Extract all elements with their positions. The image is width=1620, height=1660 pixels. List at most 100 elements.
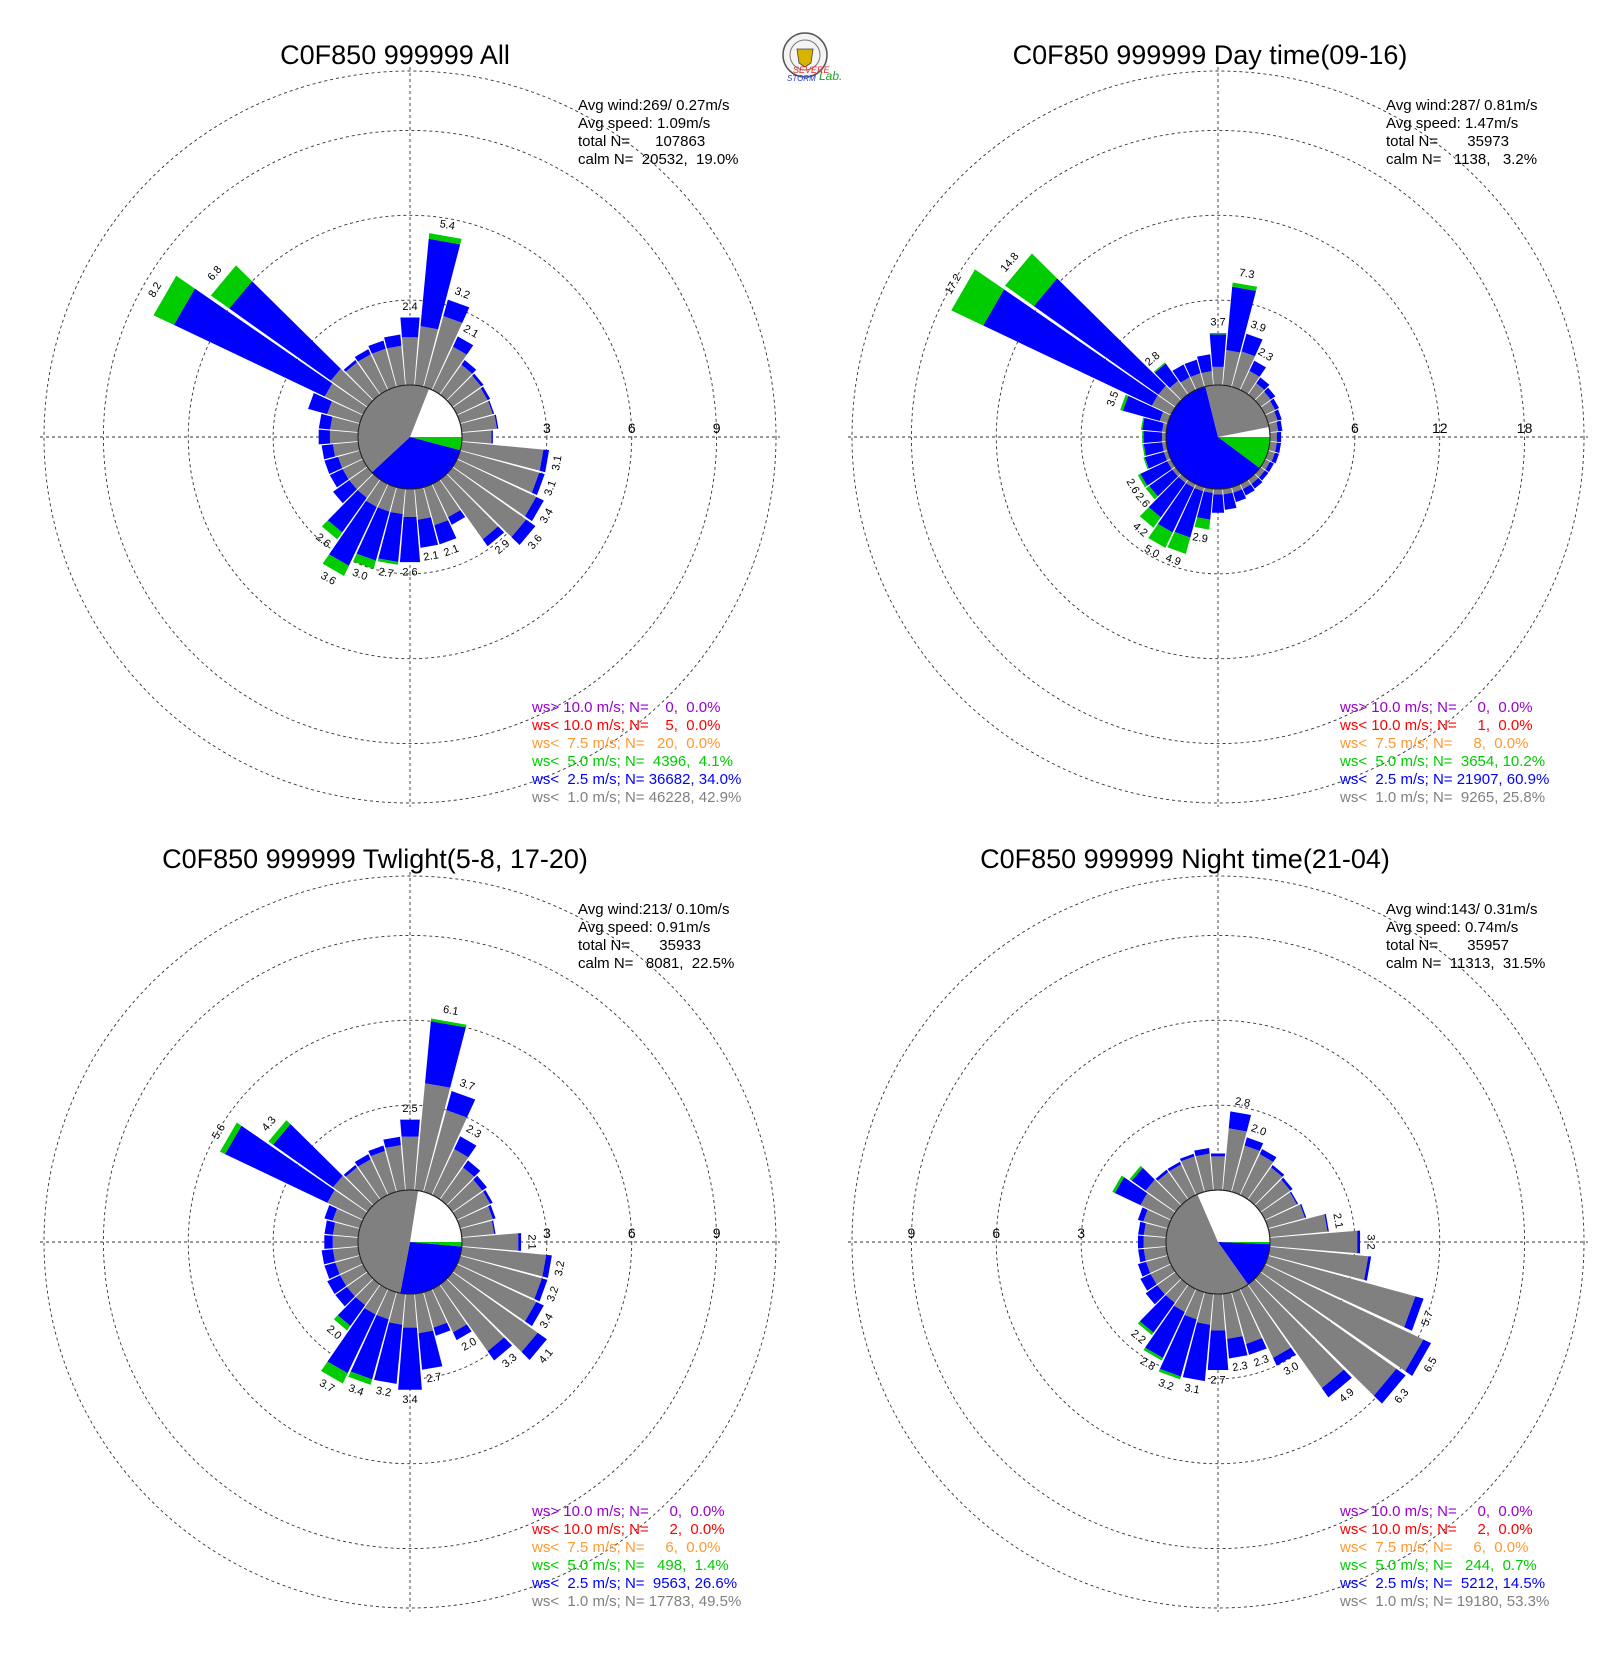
bar-value-label: 3.6: [526, 533, 545, 552]
wind-bar-blue-segment: [1281, 1177, 1293, 1191]
wind-bar-blue-segment: [335, 1286, 355, 1307]
bar-value-label: 6.5: [1422, 1355, 1440, 1374]
wind-bar-blue-segment: [542, 1254, 552, 1278]
wind-bar-blue-segment: [1137, 1207, 1148, 1222]
wind-bar-blue-segment: [1144, 451, 1167, 469]
wind-bar-gray-segment: [327, 1189, 368, 1220]
wind-bar-blue-segment: [1249, 360, 1266, 377]
wind-bar-blue-segment: [1145, 1305, 1185, 1358]
wind-bar-gray-segment: [1260, 401, 1276, 415]
wind-rose-panel: 3 6 9 2.8 2.0 2.1 3.2 5.7 6.5 6.3 4.9 3.0 2.32.3 2.7 3…: [848, 844, 1588, 1612]
bar-value-label: 3.3: [500, 1351, 519, 1370]
wind-bar-gray-segment: [1260, 1192, 1297, 1220]
wind-bar-blue-segment: [488, 1205, 496, 1220]
wind-bar-blue-segment: [487, 1337, 513, 1361]
wind-bar-blue-segment: [463, 1160, 481, 1177]
radial-tick-label: 3: [543, 420, 551, 436]
stats-line: calm N= 8081, 22.5%: [578, 955, 734, 972]
wind-bar-gray-segment: [357, 354, 388, 395]
center-pie-gray-slice: [358, 1190, 419, 1294]
wind-bar-blue-segment: [368, 340, 386, 354]
panel-title: C0F850 999999 Twlight(5-8, 17-20): [162, 844, 588, 874]
wind-rose-panel: 6 12 183.77.33.92.32.94.95.04.22.62.63.517…: [848, 40, 1588, 807]
wind-bar-gray-segment: [1195, 1153, 1214, 1192]
legend-entry: ws> 10.0 m/s; N= 0, 0.0%: [1339, 1503, 1533, 1520]
bar-value-label: 3.1: [550, 454, 564, 471]
wind-rose-panel: 3 6 9 2.5 6.1 3.7 2.3 2.1 3.2 3.2 3.4 4.1 3.3 2.0 2.7 3…: [40, 844, 780, 1612]
stats-line: calm N= 20532, 19.0%: [578, 151, 739, 168]
wind-bar-blue-segment: [1159, 1315, 1197, 1377]
bar-value-label: 2.7: [1210, 1374, 1225, 1386]
wind-bar-gray-segment: [414, 1292, 434, 1334]
wind-bar-gray-segment: [460, 414, 497, 433]
wind-bar-blue-segment: [1373, 1368, 1406, 1404]
wind-bar-gray-segment: [385, 1145, 406, 1192]
wind-bar-gray-segment: [324, 383, 368, 415]
wind-bar-blue-segment: [1270, 398, 1280, 410]
wind-bar-green-segment: [1129, 1165, 1143, 1181]
wind-bar-gray-segment: [1159, 411, 1171, 424]
wind-bar-gray-segment: [1211, 1156, 1225, 1191]
wind-bar-gray-segment: [440, 474, 499, 540]
wind-bar-green-segment: [219, 1122, 242, 1155]
bar-value-label: 2.3: [1232, 1360, 1249, 1374]
stats-line: calm N= 1138, 3.2%: [1386, 151, 1537, 168]
wind-bar-gray-segment: [447, 1272, 538, 1352]
wind-bar-gray-segment: [332, 1246, 360, 1262]
wind-bar-blue-segment: [1357, 1230, 1361, 1254]
wind-bar-gray-segment: [401, 1136, 419, 1191]
wind-bar-green-segment: [1143, 1347, 1163, 1361]
wind-bar-gray-segment: [1248, 474, 1259, 484]
wind-bar-gray-segment: [1181, 1156, 1205, 1195]
wind-bar-gray-segment: [330, 368, 373, 407]
bar-value-label: 2.3: [464, 1123, 483, 1141]
legend-entry: ws< 1.0 m/s; N= 17783, 49.5%: [531, 1593, 741, 1610]
wind-bar-gray-segment: [1260, 459, 1271, 470]
wind-bar-blue-segment: [524, 1301, 544, 1327]
panel-title: C0F850 999999 Day time(09-16): [1013, 40, 1408, 70]
wind-bar-gray-segment: [332, 441, 360, 457]
wind-bar-gray-segment: [338, 450, 363, 469]
bar-value-label: 2.1: [423, 549, 440, 563]
wind-bar-gray-segment: [332, 1235, 359, 1249]
wind-bar-blue-segment: [1143, 431, 1162, 443]
bar-value-label: 2.1: [525, 1234, 537, 1249]
wind-bar-gray-segment: [355, 1279, 380, 1306]
radial-tick-label: 6: [628, 420, 636, 436]
wind-bar-blue-segment: [983, 289, 1158, 406]
radial-tick-label: 6: [628, 1225, 636, 1241]
legend-entry: ws< 1.0 m/s; N= 9265, 25.8%: [1339, 789, 1545, 806]
wind-bar-gray-segment: [457, 1206, 493, 1229]
legend-entry: ws< 5.0 m/s; N= 244, 0.7%: [1339, 1557, 1537, 1574]
center-pie-outline: [1165, 384, 1271, 490]
wind-bar-blue-segment: [1364, 1256, 1372, 1281]
wind-bar-green-segment: [1209, 333, 1227, 335]
bar-value-label: 3.0: [351, 567, 369, 584]
wind-bar-blue-segment: [1154, 363, 1179, 388]
wind-bar-blue-segment: [488, 400, 495, 415]
wind-bar-blue-segment: [354, 1154, 371, 1167]
wind-bar-gray-segment: [1265, 1255, 1416, 1328]
wind-bar-gray-segment: [1212, 366, 1224, 386]
wind-bar-green-segment: [428, 233, 462, 245]
wind-bar-gray-segment: [342, 459, 368, 480]
bar-value-label: 5.4: [439, 218, 456, 232]
wind-bar-blue-segment: [1264, 387, 1276, 400]
wind-bar-blue-segment: [400, 1119, 420, 1137]
wind-bar-green-segment: [1137, 473, 1148, 488]
panel-title: C0F850 999999 Night time(21-04): [980, 844, 1390, 874]
wind-bar-gray-segment: [1143, 1209, 1171, 1229]
bar-value-label: 2.7: [377, 566, 394, 580]
bar-value-label: 17.2: [943, 272, 964, 297]
wind-bar-gray-segment: [447, 467, 527, 538]
legend-entry: ws< 10.0 m/s; N= 5, 0.0%: [531, 717, 720, 734]
radial-tick-label: 18: [1517, 420, 1533, 436]
bar-value-label: 2.1: [442, 543, 460, 560]
center-pie-green-slice: [410, 437, 462, 451]
wind-bar-gray-segment: [1268, 1246, 1369, 1281]
wind-bar-gray-segment: [460, 1220, 495, 1238]
wind-bar-blue-segment: [1228, 1111, 1252, 1132]
wind-bar-blue-segment: [1271, 1165, 1285, 1177]
wind-bar-green-segment: [348, 1371, 373, 1385]
wind-bar-blue-segment: [1197, 491, 1213, 520]
